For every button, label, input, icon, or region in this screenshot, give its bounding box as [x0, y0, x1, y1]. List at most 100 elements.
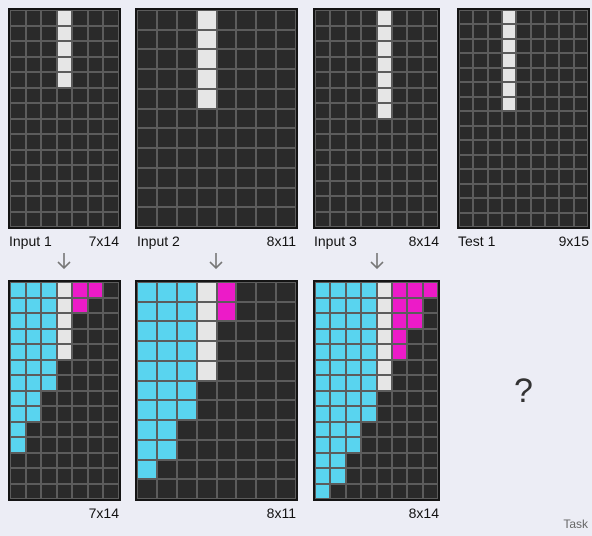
grid-cell: [573, 82, 588, 97]
grid-cell: [25, 134, 42, 150]
grid-cell: [276, 439, 296, 460]
grid-cell: [56, 196, 73, 212]
grid-cell: [156, 148, 177, 168]
grid-cell: [156, 69, 177, 89]
grid-cell: [516, 125, 531, 141]
grid-cell: [544, 140, 560, 155]
grid-cell: [256, 420, 277, 440]
grid-cell: [459, 154, 474, 170]
grid-cell: [487, 38, 502, 54]
grid-cell: [544, 183, 560, 199]
grid-cell: [530, 10, 545, 25]
grid-cell: [459, 183, 474, 199]
grid-cell: [473, 125, 488, 141]
grid-cell: [330, 72, 346, 88]
grid-cell: [256, 321, 277, 342]
grid-cell: [361, 196, 377, 212]
grid-cell: [361, 421, 377, 437]
grid-cell: [56, 10, 73, 26]
grid-cell: [391, 313, 408, 329]
grid-cell: [391, 134, 408, 150]
grid-cell: [361, 483, 377, 499]
output-1-grid: [8, 280, 121, 501]
grid-cell: [376, 196, 392, 212]
grid-cell: [176, 321, 197, 342]
grid-cell: [103, 103, 119, 119]
grid-cell: [236, 88, 257, 109]
grid-cell: [487, 154, 502, 170]
grid-cell: [459, 24, 474, 39]
grid-cell: [25, 87, 42, 103]
grid-cell: [501, 53, 517, 68]
grid-cell: [25, 56, 42, 72]
grid-cell: [72, 282, 88, 298]
grid-cell: [256, 360, 277, 381]
input-2-grid: [135, 8, 298, 229]
grid-cell: [345, 375, 362, 391]
grid-cell: [376, 359, 392, 375]
grid-cell: [25, 421, 42, 437]
grid-cell: [361, 180, 377, 196]
grid-cell: [315, 87, 331, 103]
grid-cell: [459, 111, 474, 126]
grid-cell: [361, 118, 377, 134]
grid-cell: [422, 180, 438, 196]
grid-cell: [516, 67, 531, 83]
grid-cell: [376, 483, 392, 499]
grid-cell: [544, 212, 560, 227]
grid-cell: [216, 207, 237, 227]
grid-cell: [501, 38, 517, 54]
input-2-size: 8x11: [266, 233, 296, 249]
grid-cell: [422, 282, 438, 298]
grid-cell: [530, 96, 545, 112]
grid-cell: [315, 483, 331, 499]
grid-cell: [376, 211, 392, 227]
grid-cell: [391, 10, 408, 26]
grid-cell: [176, 301, 197, 322]
grid-cell: [137, 321, 157, 342]
grid-cell: [530, 82, 545, 97]
grid-cell: [196, 49, 217, 70]
grid-cell: [345, 359, 362, 375]
grid-cell: [530, 140, 545, 155]
grid-cell: [25, 468, 42, 484]
grid-cell: [87, 406, 104, 422]
grid-cell: [530, 212, 545, 227]
grid-cell: [196, 10, 217, 30]
grid-cell: [376, 437, 392, 453]
grid-cell: [391, 282, 408, 298]
output-3-size: 8x14: [408, 505, 439, 521]
grid-cell: [176, 167, 197, 188]
grid-cell: [56, 87, 73, 103]
grid-cell: [216, 29, 237, 50]
grid-cell: [559, 183, 574, 199]
grid-cell: [41, 196, 57, 212]
grid-cell: [103, 87, 119, 103]
grid-cell: [176, 69, 197, 89]
grid-cell: [459, 198, 474, 213]
grid-cell: [87, 328, 104, 344]
grid-cell: [41, 390, 57, 406]
grid-cell: [87, 165, 104, 181]
grid-cell: [137, 479, 157, 499]
grid-cell: [361, 313, 377, 329]
input-1-grid: [8, 8, 121, 229]
grid-cell: [559, 53, 574, 68]
grid-cell: [25, 359, 42, 375]
grid-cell: [276, 341, 296, 361]
grid-cell: [137, 341, 157, 361]
grid-cell: [422, 56, 438, 72]
grid-cell: [72, 390, 88, 406]
grid-cell: [25, 344, 42, 360]
grid-cell: [72, 375, 88, 391]
grid-cell: [25, 165, 42, 181]
grid-cell: [391, 41, 408, 57]
grid-cell: [72, 103, 88, 119]
grid-cell: [391, 149, 408, 165]
grid-cell: [473, 38, 488, 54]
grid-cell: [236, 321, 257, 342]
grid-cell: [256, 479, 277, 499]
grid-cell: [315, 421, 331, 437]
grid-cell: [41, 359, 57, 375]
grid-cell: [137, 400, 157, 421]
